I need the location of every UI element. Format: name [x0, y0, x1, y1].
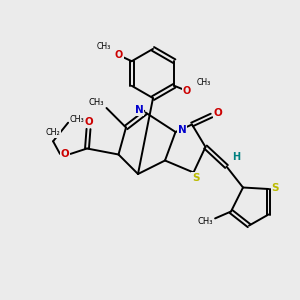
Text: O: O	[115, 50, 123, 60]
Text: N: N	[134, 105, 143, 115]
Text: O: O	[61, 149, 69, 159]
Text: CH₃: CH₃	[69, 115, 84, 124]
Text: CH₂: CH₂	[46, 128, 61, 137]
Text: O: O	[84, 117, 93, 128]
Text: N: N	[178, 124, 187, 135]
Text: CH₃: CH₃	[88, 98, 104, 107]
Text: CH₃: CH₃	[96, 42, 111, 51]
Text: S: S	[272, 183, 279, 194]
Text: CH₃: CH₃	[196, 78, 211, 87]
Text: O: O	[183, 86, 191, 96]
Text: CH₃: CH₃	[197, 217, 213, 226]
Text: O: O	[214, 107, 223, 118]
Text: S: S	[192, 173, 200, 183]
Text: H: H	[232, 152, 240, 162]
